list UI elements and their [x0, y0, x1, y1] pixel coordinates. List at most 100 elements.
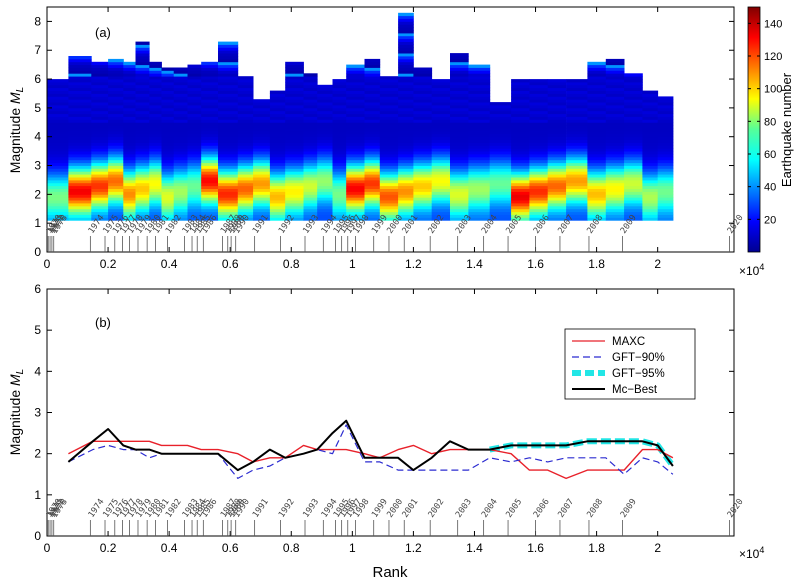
heat-cell	[587, 87, 607, 91]
heat-cell	[511, 171, 530, 175]
heat-cell	[398, 38, 414, 42]
heat-cell	[173, 165, 188, 169]
heat-cell	[468, 84, 491, 89]
top-x-tick-label: 1	[349, 257, 356, 271]
heat-cell	[173, 90, 188, 94]
heat-cell	[547, 188, 567, 192]
heat-cell	[511, 145, 530, 149]
heat-cell	[201, 185, 219, 189]
heat-cell	[657, 107, 674, 112]
heat-cell	[364, 197, 381, 201]
heat-cell	[218, 156, 239, 161]
heat-cell	[398, 214, 414, 218]
heat-cell	[149, 87, 162, 91]
heat-cell	[511, 87, 530, 91]
heat-cell	[68, 162, 92, 166]
heat-cell	[108, 105, 124, 109]
heat-cell	[413, 122, 433, 126]
heat-cell	[332, 87, 347, 91]
heat-cell	[269, 107, 286, 112]
heat-cell	[149, 105, 162, 109]
heat-cell	[624, 107, 643, 112]
heat-cell	[237, 194, 254, 198]
heat-cell	[468, 203, 491, 207]
heat-cell	[413, 93, 433, 97]
heat-cell	[398, 200, 414, 204]
heat-cell	[364, 194, 381, 198]
heat-cell	[398, 44, 414, 48]
heat-cell	[566, 113, 588, 117]
heat-cell	[47, 107, 69, 112]
heat-cell	[529, 107, 549, 112]
heat-cell	[108, 67, 124, 71]
heat-cell	[605, 185, 625, 189]
heat-cell	[398, 21, 414, 25]
heat-cell	[317, 182, 333, 187]
heat-cell	[187, 102, 202, 106]
heat-cell	[346, 142, 365, 146]
heat-cell	[642, 197, 659, 201]
heat-cell	[161, 87, 175, 91]
heat-cell	[161, 200, 175, 204]
heat-cell	[398, 154, 414, 158]
heat-cell	[379, 194, 399, 198]
heat-cell	[149, 174, 162, 178]
heat-cell	[237, 185, 254, 189]
heat-cell	[47, 93, 69, 97]
heat-cell	[218, 162, 239, 166]
heat-cell	[237, 93, 254, 97]
heat-cell	[413, 73, 433, 77]
heat-cell	[68, 96, 92, 100]
heat-cell	[201, 188, 219, 192]
heat-cell	[201, 217, 219, 221]
heat-cell	[468, 214, 491, 218]
heat-cell	[413, 203, 433, 207]
heat-cell	[431, 125, 451, 129]
heat-cell	[303, 171, 318, 175]
heat-cell	[468, 105, 491, 109]
heat-cell	[605, 133, 625, 138]
heat-cell	[187, 174, 202, 178]
heat-cell	[253, 217, 271, 221]
heat-cell	[398, 139, 414, 143]
heat-cell	[450, 200, 469, 204]
heat-cell	[68, 179, 92, 184]
heat-cell	[529, 99, 549, 103]
heat-cell	[346, 67, 365, 71]
heat-cell	[285, 214, 304, 218]
heat-cell	[332, 93, 347, 97]
heat-cell	[605, 125, 625, 129]
heat-cell	[364, 70, 381, 74]
heat-cell	[91, 156, 109, 161]
heat-cell	[398, 177, 414, 181]
top-x-tick-label: 1.4	[466, 257, 483, 271]
heat-cell	[529, 96, 549, 100]
heat-cell	[135, 217, 150, 221]
heat-cell	[123, 99, 136, 103]
heat-cell	[511, 188, 530, 192]
heat-cell	[187, 87, 202, 91]
heat-cell	[332, 128, 347, 132]
heat-cell	[587, 99, 607, 103]
heat-cell	[398, 102, 414, 106]
heat-cell	[201, 87, 219, 91]
heat-cell	[91, 142, 109, 146]
heat-cell	[379, 151, 399, 155]
heat-cell	[431, 211, 451, 215]
heat-cell	[511, 205, 530, 210]
heat-cell	[68, 81, 92, 86]
heat-cell	[489, 179, 512, 184]
heat-cell	[398, 197, 414, 201]
heat-cell	[587, 61, 607, 66]
heat-cell	[317, 205, 333, 210]
heat-cell	[529, 79, 549, 83]
heat-cell	[123, 67, 136, 71]
heat-cell	[253, 107, 271, 112]
heatmap-cells	[47, 12, 674, 221]
heat-cell	[566, 105, 588, 109]
heat-cell	[468, 211, 491, 215]
heat-cell	[149, 148, 162, 152]
heat-cell	[253, 211, 271, 215]
heat-cell	[431, 168, 451, 172]
heat-cell	[91, 188, 109, 192]
